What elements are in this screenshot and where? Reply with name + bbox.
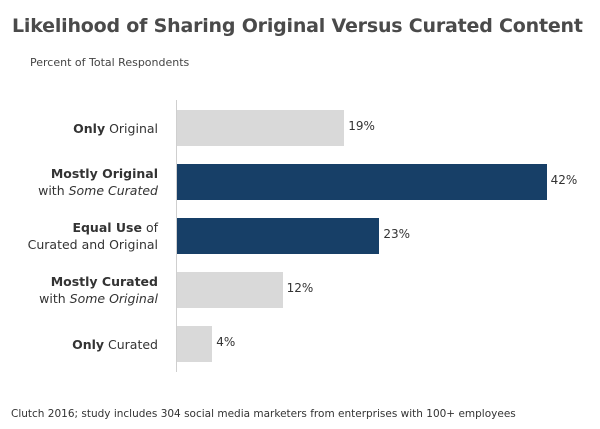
value-label: 12% (286, 281, 314, 295)
bar (177, 110, 345, 146)
category-label: Mostly Curated with Some Original (39, 274, 158, 306)
bar (177, 164, 547, 200)
value-label: 19% (348, 119, 375, 133)
value-label: 23% (383, 227, 411, 241)
category-label: Only Original (73, 120, 158, 136)
y-axis-line (176, 100, 177, 372)
category-label: Mostly Original with Some Curated (38, 166, 158, 198)
category-label: Only Curated (72, 336, 158, 352)
value-label: 42% (550, 173, 578, 187)
chart-subtitle: Percent of Total Respondents (30, 56, 190, 69)
bar (177, 326, 213, 362)
bar (177, 272, 283, 308)
chart-source-note: Clutch 2016; study includes 304 social m… (11, 408, 516, 420)
value-label: 4% (216, 335, 236, 349)
bar (177, 218, 380, 254)
category-label: Equal Use of Curated and Original (27, 220, 158, 252)
chart-title: Likelihood of Sharing Original Versus Cu… (12, 15, 583, 37)
